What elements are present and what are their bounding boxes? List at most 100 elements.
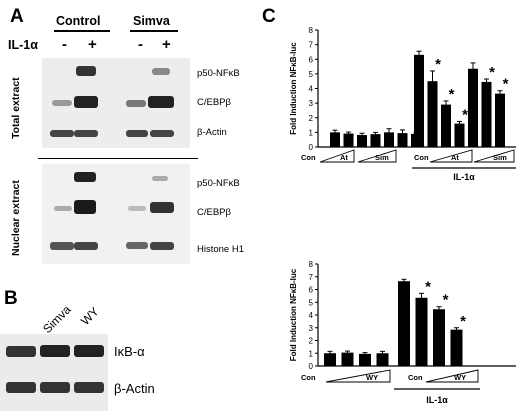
significance-star: * (443, 292, 449, 309)
dose-wedge-wy-1 (325, 369, 391, 383)
band-cebp-nuc-ctrl-plus (74, 200, 96, 214)
bar (376, 353, 389, 366)
sign-control-plus: + (88, 36, 97, 53)
y-tick-label: 6 (309, 286, 314, 295)
band-b-actin-2 (40, 382, 70, 393)
y-tick-label: 3 (309, 99, 314, 108)
significance-star: * (435, 56, 441, 73)
x-label-con-b2: Con (408, 373, 423, 382)
y-tick-label: 6 (309, 55, 314, 64)
dose-wedge-wy-2 (425, 369, 479, 383)
label-cebp-nuclear: C/EBPβ (197, 207, 231, 218)
band-actin-3 (126, 130, 148, 137)
bar (495, 93, 505, 147)
bar (370, 134, 381, 147)
band-histone-2 (74, 242, 98, 250)
sign-simva-minus: - (138, 36, 143, 53)
simva-underline (130, 30, 178, 32)
band-b-actin-3 (74, 382, 104, 393)
bar (359, 353, 371, 366)
x-label-wy-2: WY (454, 373, 466, 382)
panel-b-letter: B (4, 288, 18, 309)
label-b-actin: β-Actin (114, 381, 155, 396)
significance-star: * (425, 278, 431, 295)
band-cebp-nuc-simva-plus (150, 202, 174, 213)
bar (330, 132, 340, 147)
chart-top: 0 1 2 3 4 5 6 7 8 Fold Induction NFκB-luc * * * * * Con… (289, 26, 516, 182)
bar (397, 133, 408, 147)
band-ikb-2 (40, 345, 70, 357)
band-p50-simva-plus (152, 68, 170, 75)
band-ikb-3 (74, 345, 104, 357)
il1a-group-label-2: IL-1α (426, 395, 448, 405)
bar (384, 132, 394, 147)
sign-simva-plus: + (162, 36, 171, 53)
band-actin-4 (150, 130, 174, 137)
x-label-con-b1: Con (301, 373, 316, 382)
panel-c-letter: C (262, 6, 276, 27)
bar (468, 68, 478, 147)
x-label-sim-2: Sim (493, 153, 507, 162)
x-label-at-2: At (451, 153, 459, 162)
dose-wedge-at-2 (429, 149, 473, 163)
band-ikb-1 (6, 346, 36, 357)
nuclear-extract-blot (42, 164, 190, 264)
y-tick-label: 7 (309, 273, 314, 282)
dose-wedge-sim-1 (357, 149, 397, 163)
y-tick-label: 4 (309, 311, 314, 320)
bar (341, 352, 354, 366)
y-tick-label: 0 (309, 362, 314, 371)
significance-star: * (489, 64, 495, 81)
band-cebp-nuc-simva-minus (128, 206, 146, 211)
band-p50-ctrl-plus (76, 66, 96, 76)
band-cebp-ctrl-minus (52, 100, 72, 106)
y-tick-label: 3 (309, 324, 314, 333)
y-tick-label: 2 (309, 114, 314, 123)
y-tick-label: 8 (309, 26, 314, 35)
y-tick-label: 1 (309, 349, 314, 358)
bar (357, 135, 367, 147)
bar (450, 329, 463, 366)
x-label-at-1: At (340, 153, 348, 162)
band-p50-nuc-simva-plus (152, 176, 168, 181)
x-label-sim-1: Sim (375, 153, 389, 162)
significance-star: * (449, 86, 455, 103)
y-tick-label: 1 (309, 128, 314, 137)
x-label-wy-1: WY (366, 373, 378, 382)
band-cebp-nuc-ctrl-minus (54, 206, 72, 211)
bar (454, 123, 465, 147)
bar (343, 133, 354, 147)
y-tick-label: 4 (309, 85, 314, 94)
bar (324, 353, 336, 366)
y-axis-label: Fold Induction NFκB-luc (289, 42, 298, 135)
band-histone-4 (150, 242, 174, 250)
significance-star: * (460, 313, 466, 330)
bar (427, 81, 438, 147)
band-p50-nuc-ctrl-plus (74, 172, 96, 182)
band-actin-1 (50, 130, 74, 137)
chart-bottom: 0 1 2 3 4 5 6 7 8 Fold Induction NFκB-luc * * * Con WY… (289, 260, 516, 405)
panel-a-letter: A (10, 6, 24, 27)
significance-star: * (462, 106, 468, 123)
band-b-actin-1 (6, 382, 36, 393)
y-tick-label: 0 (309, 143, 314, 152)
section-divider (38, 158, 198, 159)
group-label-simva: Simva (133, 14, 170, 28)
y-tick-label: 5 (309, 298, 314, 307)
label-actin-total: β-Actin (197, 127, 227, 138)
label-cebp-total: C/EBPβ (197, 97, 231, 108)
sign-control-minus: - (62, 36, 67, 53)
band-histone-1 (50, 242, 74, 250)
significance-star: * (503, 76, 509, 93)
y-axis-label: Fold Induction NFκB-luc (289, 268, 298, 361)
control-underline (54, 30, 110, 32)
bar (481, 81, 492, 147)
total-extract-blot (42, 58, 190, 148)
dose-wedge-at-1 (319, 149, 355, 163)
y-tick-label: 8 (309, 260, 314, 269)
y-tick-label: 7 (309, 41, 314, 50)
x-label-con-1: Con (301, 153, 316, 162)
x-label-con-2: Con (414, 153, 429, 162)
bar (398, 281, 410, 366)
